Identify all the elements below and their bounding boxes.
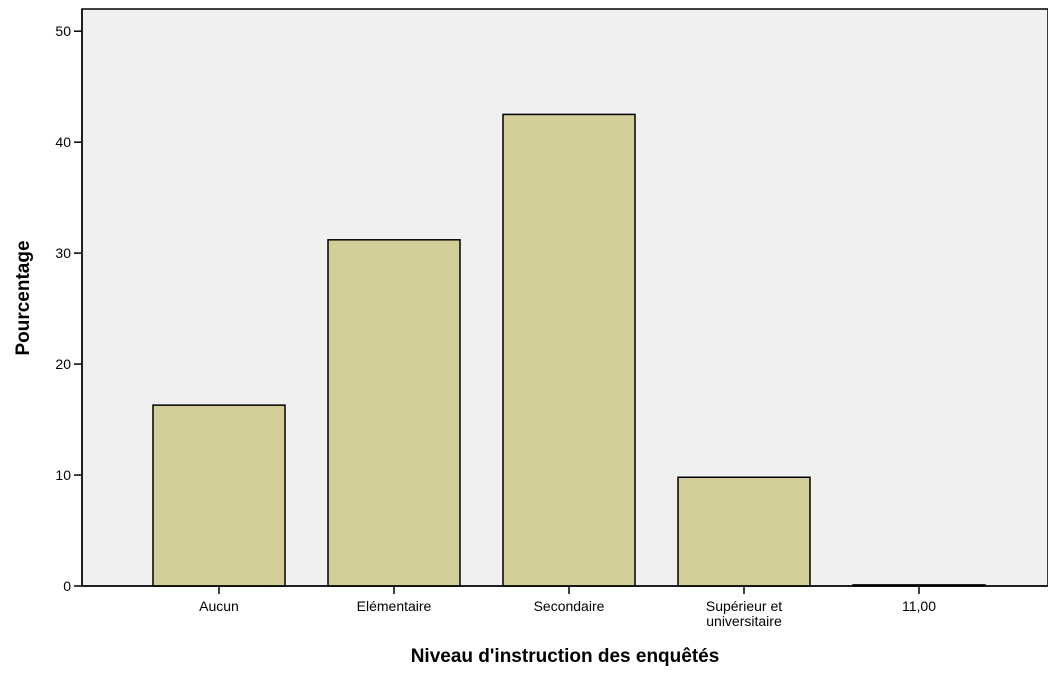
x-tick-label-line: Secondaire (534, 598, 605, 614)
y-tick-label-5: 50 (55, 23, 71, 39)
y-ticks-group: 0 10 20 30 40 50 (55, 23, 82, 594)
bar-2 (502, 113, 636, 587)
bar-1 (327, 239, 461, 587)
y-tick-label-4: 40 (55, 134, 71, 150)
x-tick-label-line: Supérieur et (706, 598, 782, 614)
y-axis-title: Pourcentage (13, 240, 34, 355)
x-tick-label-1: Elémentaire (357, 598, 432, 614)
x-tick-label-line: 11,00 (902, 598, 936, 614)
x-tick-label-3: Supérieur et universitaire (706, 598, 782, 629)
x-ticks-group: Aucun Elémentaire Secondaire Supérieur et un… (199, 586, 936, 629)
y-tick-label-1: 10 (55, 467, 71, 483)
y-tick-label-2: 20 (55, 356, 71, 372)
x-tick-label-line: Aucun (199, 598, 239, 614)
y-tick-label-0: 0 (63, 578, 71, 594)
y-tick-label-3: 30 (55, 245, 71, 261)
x-tick-label-0: Aucun (199, 598, 239, 614)
x-tick-label-4: 11,00 (902, 598, 936, 614)
x-tick-label-line: universitaire (706, 613, 782, 629)
x-axis-title: Niveau d'instruction des enquêtés (411, 646, 720, 667)
x-tick-label-line: Elémentaire (357, 598, 432, 614)
bar-3 (677, 476, 811, 587)
bar-0 (152, 404, 286, 587)
x-tick-label-2: Secondaire (534, 598, 605, 614)
